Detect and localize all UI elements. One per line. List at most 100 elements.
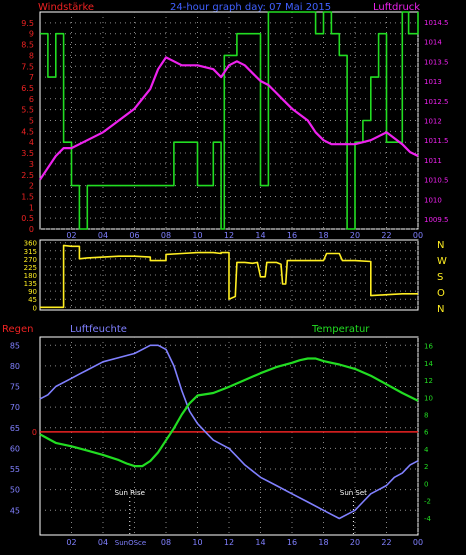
pressure-tick-label: 1010 (424, 196, 442, 204)
humidity-tick-label: 85 (10, 341, 20, 350)
x-tick-label: 16 (287, 538, 297, 547)
x-tick-label: 08 (161, 538, 171, 547)
wind-tick-label: 8.5 (21, 41, 34, 50)
sun-marker-label: Sun Set (340, 489, 367, 497)
compass-letter: O (437, 288, 445, 299)
x-tick-label: 04 (98, 538, 108, 547)
x-tick-label-overlay: SunOSce (115, 539, 146, 547)
wind-tick-label: 9 (29, 30, 34, 39)
wind-direction-line (40, 244, 418, 309)
direction-tick-label: 270 (24, 256, 37, 264)
x-tick-label: 22 (381, 231, 391, 240)
direction-tick-label: 45 (28, 296, 37, 304)
temperature-tick-label: 6 (424, 429, 429, 437)
x-tick-label: 02 (66, 231, 76, 240)
pressure-tick-label: 1014 (424, 39, 442, 47)
humidity-tick-label: 65 (10, 424, 20, 433)
humidity-tick-label: 45 (10, 506, 20, 515)
wind-pressure-panel: 0 0.5 1 1.52 2.5 3 3.5 4 4.55 5.5 6 6.5 7 7.5 88.5 9 9.5… (21, 11, 449, 234)
pressure-tick-label: 1013.5 (424, 58, 449, 66)
compass-letter: S (437, 272, 443, 283)
x-tick-label: 06 (129, 231, 139, 240)
pressure-axis-ticks: 1009.5 1010 1010.5 1011 1011.5 1012 1012.5 1013… (424, 19, 449, 224)
temperature-tick-label: 8 (424, 411, 428, 419)
temperature-tick-label: -4 (424, 515, 432, 523)
wind-tick-label: 7.5 (21, 62, 34, 71)
wind-direction-grid (40, 240, 419, 310)
pressure-tick-label: 1012 (424, 118, 442, 126)
humidity-label: Luftfeuchte (70, 324, 127, 335)
x-tick-label: 20 (350, 538, 360, 547)
sun-annotations: Sun Rise Sun Set (115, 489, 367, 535)
x-tick-label: 14 (255, 538, 265, 547)
x-tick-label: 00 (413, 538, 423, 547)
direction-tick-label: 360 (24, 240, 37, 248)
wind-tick-label: 2 (29, 182, 34, 191)
x-tick-label: 10 (192, 538, 202, 547)
humidity-tick-label: 50 (10, 486, 20, 495)
pressure-tick-label: 1011 (424, 157, 442, 165)
wind-tick-label: 8 (29, 51, 34, 60)
temperature-tick-label: 12 (424, 377, 433, 385)
x-tick-label: 18 (318, 538, 328, 547)
temperature-tick-label: 4 (424, 446, 429, 454)
wind-tick-label: 5.5 (21, 106, 34, 115)
x-tick-label: 22 (381, 538, 391, 547)
direction-tick-label: 180 (24, 272, 37, 280)
wind-tick-label: 0 (29, 225, 34, 234)
rain-tick-label: 0 (32, 428, 37, 437)
bottom-x-axis-labels: 02 04 SunOSce 08 10 12 14 16 18 20 22 00 (66, 538, 423, 547)
compass-letter: W (437, 256, 447, 267)
wind-axis-ticks: 0 0.5 1 1.52 2.5 3 3.5 4 4.55 5.5 6 6.5 7 7.5 88.5 9 9.5 (21, 19, 34, 234)
temperature-axis-ticks: -4 -2 0 2 4 6 8 10 12 14 16 (424, 343, 433, 523)
temperature-line (39, 357, 419, 468)
wind-tick-label: 5 (29, 117, 34, 126)
humidity-tick-label: 80 (10, 362, 20, 371)
x-tick-label: 02 (66, 538, 76, 547)
x-tick-label: 08 (161, 231, 171, 240)
wind-tick-label: 4.5 (21, 127, 34, 136)
humidity-temperature-series (39, 344, 419, 520)
wind-tick-label: 0.5 (21, 214, 34, 223)
x-tick-label: 04 (98, 231, 108, 240)
graph-title: 24-hour graph day: 07 Mai 2015 (170, 2, 331, 13)
x-tick-label: 12 (224, 231, 234, 240)
x-tick-label: 10 (192, 231, 202, 240)
wind-tick-label: 3.5 (21, 149, 34, 158)
humidity-tick-label: 70 (10, 403, 20, 412)
wind-tick-label: 7 (29, 73, 34, 82)
x-tick-label: 16 (287, 231, 297, 240)
x-tick-label: 00 (413, 231, 423, 240)
wind-tick-label: 6.5 (21, 84, 34, 93)
temperature-tick-label: 16 (424, 343, 433, 351)
pressure-title: Luftdruck (373, 2, 420, 13)
compass-letter: N (437, 240, 444, 251)
pressure-tick-label: 1011.5 (424, 137, 449, 145)
direction-tick-label: 0 (33, 304, 37, 312)
temperature-tick-label: 0 (424, 480, 428, 488)
pressure-line (39, 56, 419, 181)
wind-tick-label: 3 (29, 160, 34, 169)
x-tick-label: 14 (255, 231, 265, 240)
temperature-tick-label: 14 (424, 360, 433, 368)
direction-tick-label: 225 (24, 264, 37, 272)
humidity-temperature-panel: 45 50 55 60 65 70 75 80 85 0 -4 -2 0 2 4 6 8 10 12 14 16 Su… (10, 336, 433, 536)
wind-title: Windstärke (38, 2, 94, 13)
sun-marker-label: Sun Rise (115, 489, 145, 497)
temperature-tick-label: 10 (424, 394, 433, 402)
wind-tick-label: 4 (29, 138, 34, 147)
x-tick-label: 12 (224, 538, 234, 547)
pressure-tick-label: 1010.5 (424, 177, 449, 185)
compass-letter: N (437, 304, 444, 315)
temperature-tick-label: -2 (424, 498, 431, 506)
wind-pressure-series (39, 11, 419, 230)
pressure-tick-label: 1013 (424, 78, 442, 86)
direction-tick-label: 90 (28, 288, 37, 296)
direction-tick-label: 315 (24, 248, 37, 256)
wind-direction-series (40, 244, 418, 309)
x-tick-label: 18 (318, 231, 328, 240)
